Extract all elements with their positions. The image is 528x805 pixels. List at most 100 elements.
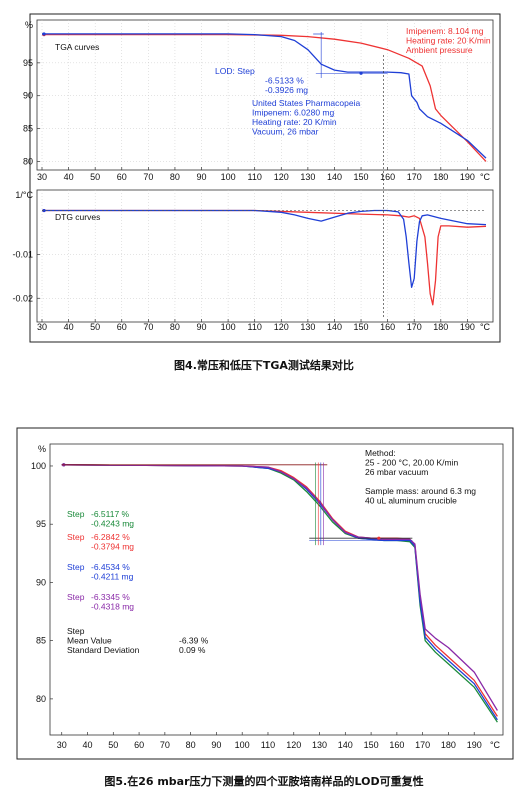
x-tick-label: 140 xyxy=(327,172,342,182)
x-tick-label: 120 xyxy=(274,322,289,332)
annotation-text: -0.3794 mg xyxy=(91,542,134,552)
y-tick-label: 100 xyxy=(31,461,46,471)
annotation-text: Step xyxy=(67,509,85,519)
annotation-text: 40 uL aluminum crucible xyxy=(365,496,457,506)
plot-frame xyxy=(49,443,504,736)
x-tick-label: 60 xyxy=(117,322,127,332)
figure-5-caption: 图5.在26 mbar压力下测量的四个亚胺培南样品的LOD可重复性 xyxy=(104,774,423,788)
annotation-text: Step xyxy=(67,626,85,636)
x-tick-label: 130 xyxy=(300,322,315,332)
x-tick-label: 90 xyxy=(197,322,207,332)
x-tick-label: 50 xyxy=(90,172,100,182)
annotation-value: 0.09 % xyxy=(179,645,206,655)
x-unit-label: °C xyxy=(480,172,491,182)
x-tick-label: 150 xyxy=(364,740,379,750)
x-tick-label: 60 xyxy=(117,172,127,182)
annotation-text: Sample mass: around 6.3 mg xyxy=(365,486,476,496)
step-end-marker xyxy=(377,536,381,540)
y-tick-label: 80 xyxy=(23,156,33,166)
plot-frame xyxy=(36,189,494,323)
annotation-text: -0.4243 mg xyxy=(91,519,134,529)
x-tick-label: 40 xyxy=(64,322,74,332)
x-tick-label: 160 xyxy=(389,740,404,750)
fig5-border xyxy=(16,427,514,760)
fig4-border xyxy=(29,13,501,343)
x-tick-label: 150 xyxy=(354,172,369,182)
panel-label: TGA curves xyxy=(55,42,99,52)
annotation-text: United States Pharmacopeia xyxy=(252,98,360,108)
x-tick-label: 190 xyxy=(460,172,475,182)
annotation-text: -6.2842 % xyxy=(91,532,130,542)
repeatability-annotations: Step -6.5117 %-0.4243 mg Step -6.2842 %-0.3… xyxy=(61,448,476,655)
x-tick-label: 80 xyxy=(186,740,196,750)
y-tick-label: 80 xyxy=(36,694,46,704)
x-tick-label: 170 xyxy=(407,172,422,182)
x-tick-label: 140 xyxy=(338,740,353,750)
figure-4-caption: 图4.常压和低压下TGA测试结果对比 xyxy=(174,358,354,372)
y-tick-label: -0.02 xyxy=(12,293,33,303)
x-tick-label: 140 xyxy=(327,322,342,332)
x-tick-label: 30 xyxy=(37,172,47,182)
annotation-text: Step xyxy=(67,592,85,602)
x-tick-label: 120 xyxy=(274,172,289,182)
x-tick-label: 110 xyxy=(261,740,275,750)
x-tick-label: 120 xyxy=(286,740,301,750)
annotation-text: Heating rate: 20 K/min xyxy=(252,117,337,127)
series-line-0 xyxy=(42,33,487,162)
x-tick-label: 130 xyxy=(300,172,315,182)
annotation-text: Step xyxy=(67,532,85,542)
y-tick-label: 95 xyxy=(23,58,33,68)
x-tick-label: 110 xyxy=(248,172,262,182)
annotation-value: -6.39 % xyxy=(179,636,209,646)
y-tick-label: 95 xyxy=(36,519,46,529)
x-tick-label: 160 xyxy=(380,172,395,182)
annotation-text: Vacuum, 26 mbar xyxy=(252,127,319,137)
annotation-text: Standard Deviation xyxy=(67,645,140,655)
series-line-0 xyxy=(42,209,487,306)
y-axis-unit: % xyxy=(38,444,46,454)
annotation-text: -6.4534 % xyxy=(91,562,130,572)
x-tick-label: 60 xyxy=(134,740,144,750)
annotation-text: -0.3926 mg xyxy=(265,85,308,95)
plot-frame xyxy=(36,19,494,171)
series-line-1 xyxy=(42,209,487,288)
x-tick-label: 190 xyxy=(460,322,475,332)
x-tick-label: 80 xyxy=(170,322,180,332)
annotation-text: Imipenem: 6.0280 mg xyxy=(252,108,334,118)
x-tick-label: 70 xyxy=(143,322,153,332)
x-tick-label: 100 xyxy=(221,172,236,182)
panel-label: DTG curves xyxy=(55,212,100,222)
annotation-text: Imipenem: 8.104 mg xyxy=(406,26,484,36)
annotation-text: -6.3345 % xyxy=(91,592,130,602)
x-tick-label: 190 xyxy=(467,740,482,750)
x-tick-label: 180 xyxy=(433,322,448,332)
x-tick-label: 90 xyxy=(211,740,221,750)
x-tick-label: 40 xyxy=(83,740,93,750)
x-tick-label: 170 xyxy=(407,322,422,332)
chart-panel-2: 30 40 50 60 70 80 90 100 110 120 130 140 150 160 170 18… xyxy=(31,443,504,750)
annotation-text: -0.4318 mg xyxy=(91,602,134,612)
y-tick-label: 85 xyxy=(36,636,46,646)
chart-panel-0: 30 40 50 60 70 80 90 100 110 120 130 140 150 160 170 18… xyxy=(23,19,494,182)
y-axis-unit: 1/°C xyxy=(15,190,33,200)
y-tick-label: -0.01 xyxy=(12,249,33,259)
annotation-text: -0.4211 mg xyxy=(91,572,134,582)
x-tick-label: 30 xyxy=(37,322,47,332)
x-tick-label: 40 xyxy=(64,172,74,182)
series-start-marker xyxy=(42,32,46,36)
series-line-1 xyxy=(42,33,487,159)
x-tick-label: 70 xyxy=(143,172,153,182)
x-tick-label: 160 xyxy=(380,322,395,332)
annotation-text: -6.5133 % xyxy=(265,76,304,86)
y-tick-label: 85 xyxy=(23,124,33,134)
annotation-text: Step xyxy=(67,562,85,572)
x-tick-label: 90 xyxy=(197,172,207,182)
tga-annotations: LOD: Step -6.5133 %-0.3926 mg United State… xyxy=(215,26,491,318)
step-end-marker xyxy=(359,71,363,75)
x-tick-label: 170 xyxy=(415,740,430,750)
x-tick-label: 70 xyxy=(160,740,170,750)
x-tick-label: 110 xyxy=(248,322,262,332)
x-unit-label: °C xyxy=(490,740,501,750)
x-tick-label: 180 xyxy=(433,172,448,182)
